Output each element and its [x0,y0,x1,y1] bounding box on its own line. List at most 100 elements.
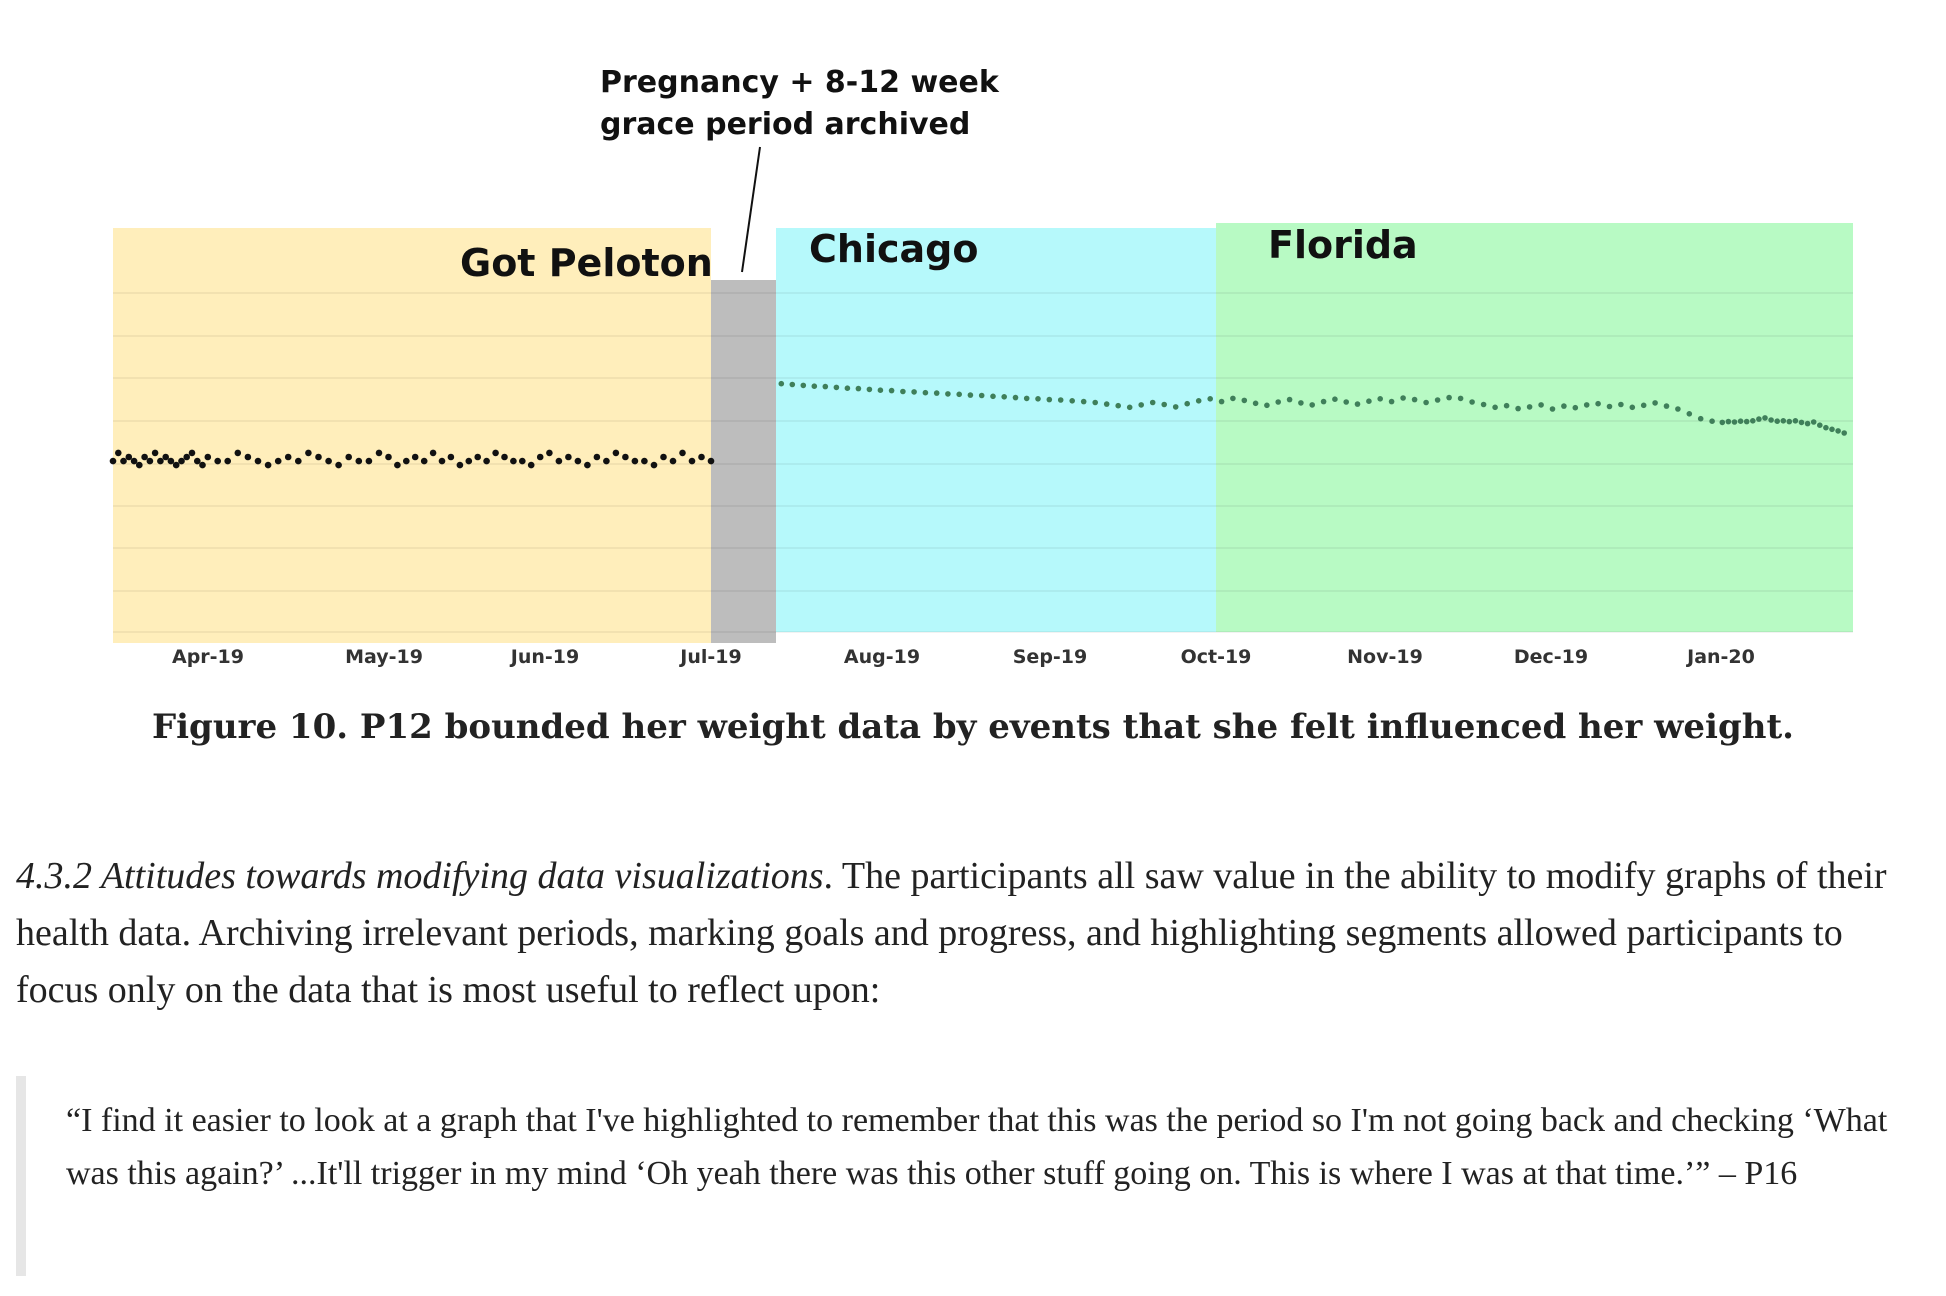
data-point [922,389,929,396]
data-point [1515,405,1521,412]
data-point [933,390,940,396]
data-point [172,461,180,469]
data-point [1804,420,1811,427]
region-band-1 [711,280,776,643]
data-point [584,461,591,469]
data-point [631,457,639,465]
region-band-3 [1216,223,1853,632]
data-point [855,385,862,392]
data-point [1640,402,1647,409]
x-tick-label: Jun-19 [509,646,579,668]
data-point [1709,418,1715,425]
data-point [778,380,785,387]
data-point [1115,402,1121,409]
data-point [315,453,322,461]
data-point [536,453,544,461]
data-point [866,386,873,393]
data-point [1606,403,1613,410]
data-point [1103,401,1110,407]
data-point [335,461,342,469]
data-point [1583,402,1590,408]
x-tick-label: Oct-19 [1181,646,1252,668]
data-point [1275,399,1281,405]
data-point [1810,419,1817,425]
data-point [188,449,196,457]
data-point [1629,404,1636,411]
chart-regions [113,223,1853,643]
data-point [178,457,185,465]
data-point [1377,396,1383,402]
data-point [877,387,884,394]
data-point [1457,395,1464,402]
annotation: Pregnancy + 8-12 week grace period archi… [600,65,1000,273]
data-point [1538,402,1544,408]
data-point [1320,398,1327,405]
data-point [1354,401,1361,407]
data-point [698,453,705,461]
data-point [411,453,419,461]
data-point [1230,395,1236,402]
data-point [707,457,715,465]
data-point [510,457,517,465]
data-point [1750,418,1756,424]
x-tick-label: Sep-19 [1013,646,1088,668]
chart-points [109,380,1847,469]
data-point [833,384,840,391]
data-point [447,453,455,461]
data-point [1388,398,1395,405]
data-point [945,391,951,397]
data-point [679,449,686,457]
data-point [394,461,401,469]
body-paragraph: 4.3.2 Attitudes towards modifying data v… [16,848,1931,1019]
data-point [474,453,482,461]
data-point [325,457,332,465]
data-point [284,453,292,461]
chart-region-labels: Got Peloton Chicago Florida [460,223,1418,285]
data-point [1786,418,1793,425]
data-point [1725,418,1732,425]
chart-x-tick-labels: Apr-19 May-19 Jun-19 Jul-19 Aug-19 Sep-19 Oct-… [172,646,1755,668]
data-point [385,453,392,461]
data-point [1241,397,1248,404]
data-point [1400,395,1406,401]
data-point [1264,402,1270,409]
data-point [1768,417,1774,423]
data-point [574,457,582,465]
data-point [254,457,262,465]
data-point [1492,404,1498,411]
data-point [1207,396,1213,402]
data-point [1138,402,1144,408]
data-point [519,457,526,465]
data-point [1829,426,1835,433]
data-point [115,449,122,457]
data-point [1252,400,1259,407]
blockquote-text: “I find it easier to look at a graph tha… [66,1102,1888,1192]
data-point [1697,415,1704,422]
data-point [1561,403,1567,409]
data-point [183,453,190,461]
data-point [593,453,601,461]
data-point [800,382,807,389]
data-point [204,453,212,461]
data-point [429,449,437,457]
data-point [214,457,221,465]
data-point [1286,396,1293,403]
data-point [1332,396,1338,403]
data-point [1792,418,1799,424]
data-point [125,453,133,461]
data-point [1841,430,1847,436]
data-point [151,449,159,457]
data-point [1480,401,1487,408]
data-point [1001,394,1007,400]
data-point [1762,415,1768,421]
data-point [465,457,473,465]
region-band-2 [776,228,1216,632]
data-point [109,457,117,465]
data-point [365,457,373,465]
data-point [483,457,490,465]
data-point [375,449,383,457]
data-point [555,457,563,465]
data-point [157,457,164,465]
data-point [822,383,829,390]
region-band-0 [113,228,711,643]
